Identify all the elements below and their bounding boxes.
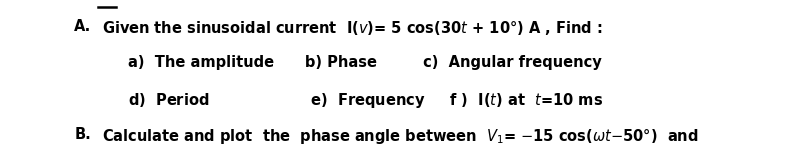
Text: d)  Period                    e)  Frequency     f )  I($t$) at  $t$=10 ms: d) Period e) Frequency f ) I($t$) at $t$… [128, 91, 603, 110]
Text: a)  The amplitude      b) Phase         c)  Angular frequency: a) The amplitude b) Phase c) Angular fre… [128, 55, 602, 70]
Text: Calculate and plot  the  phase angle between  $V_1$= $-$15 cos($\omega t$$-$50°): Calculate and plot the phase angle betwe… [102, 127, 699, 146]
Text: A.: A. [74, 19, 92, 34]
Text: Given the sinusoidal current  I($v$)= 5 cos(30$t$ + 10°) A , Find :: Given the sinusoidal current I($v$)= 5 c… [102, 19, 603, 37]
Text: B.: B. [74, 127, 91, 142]
